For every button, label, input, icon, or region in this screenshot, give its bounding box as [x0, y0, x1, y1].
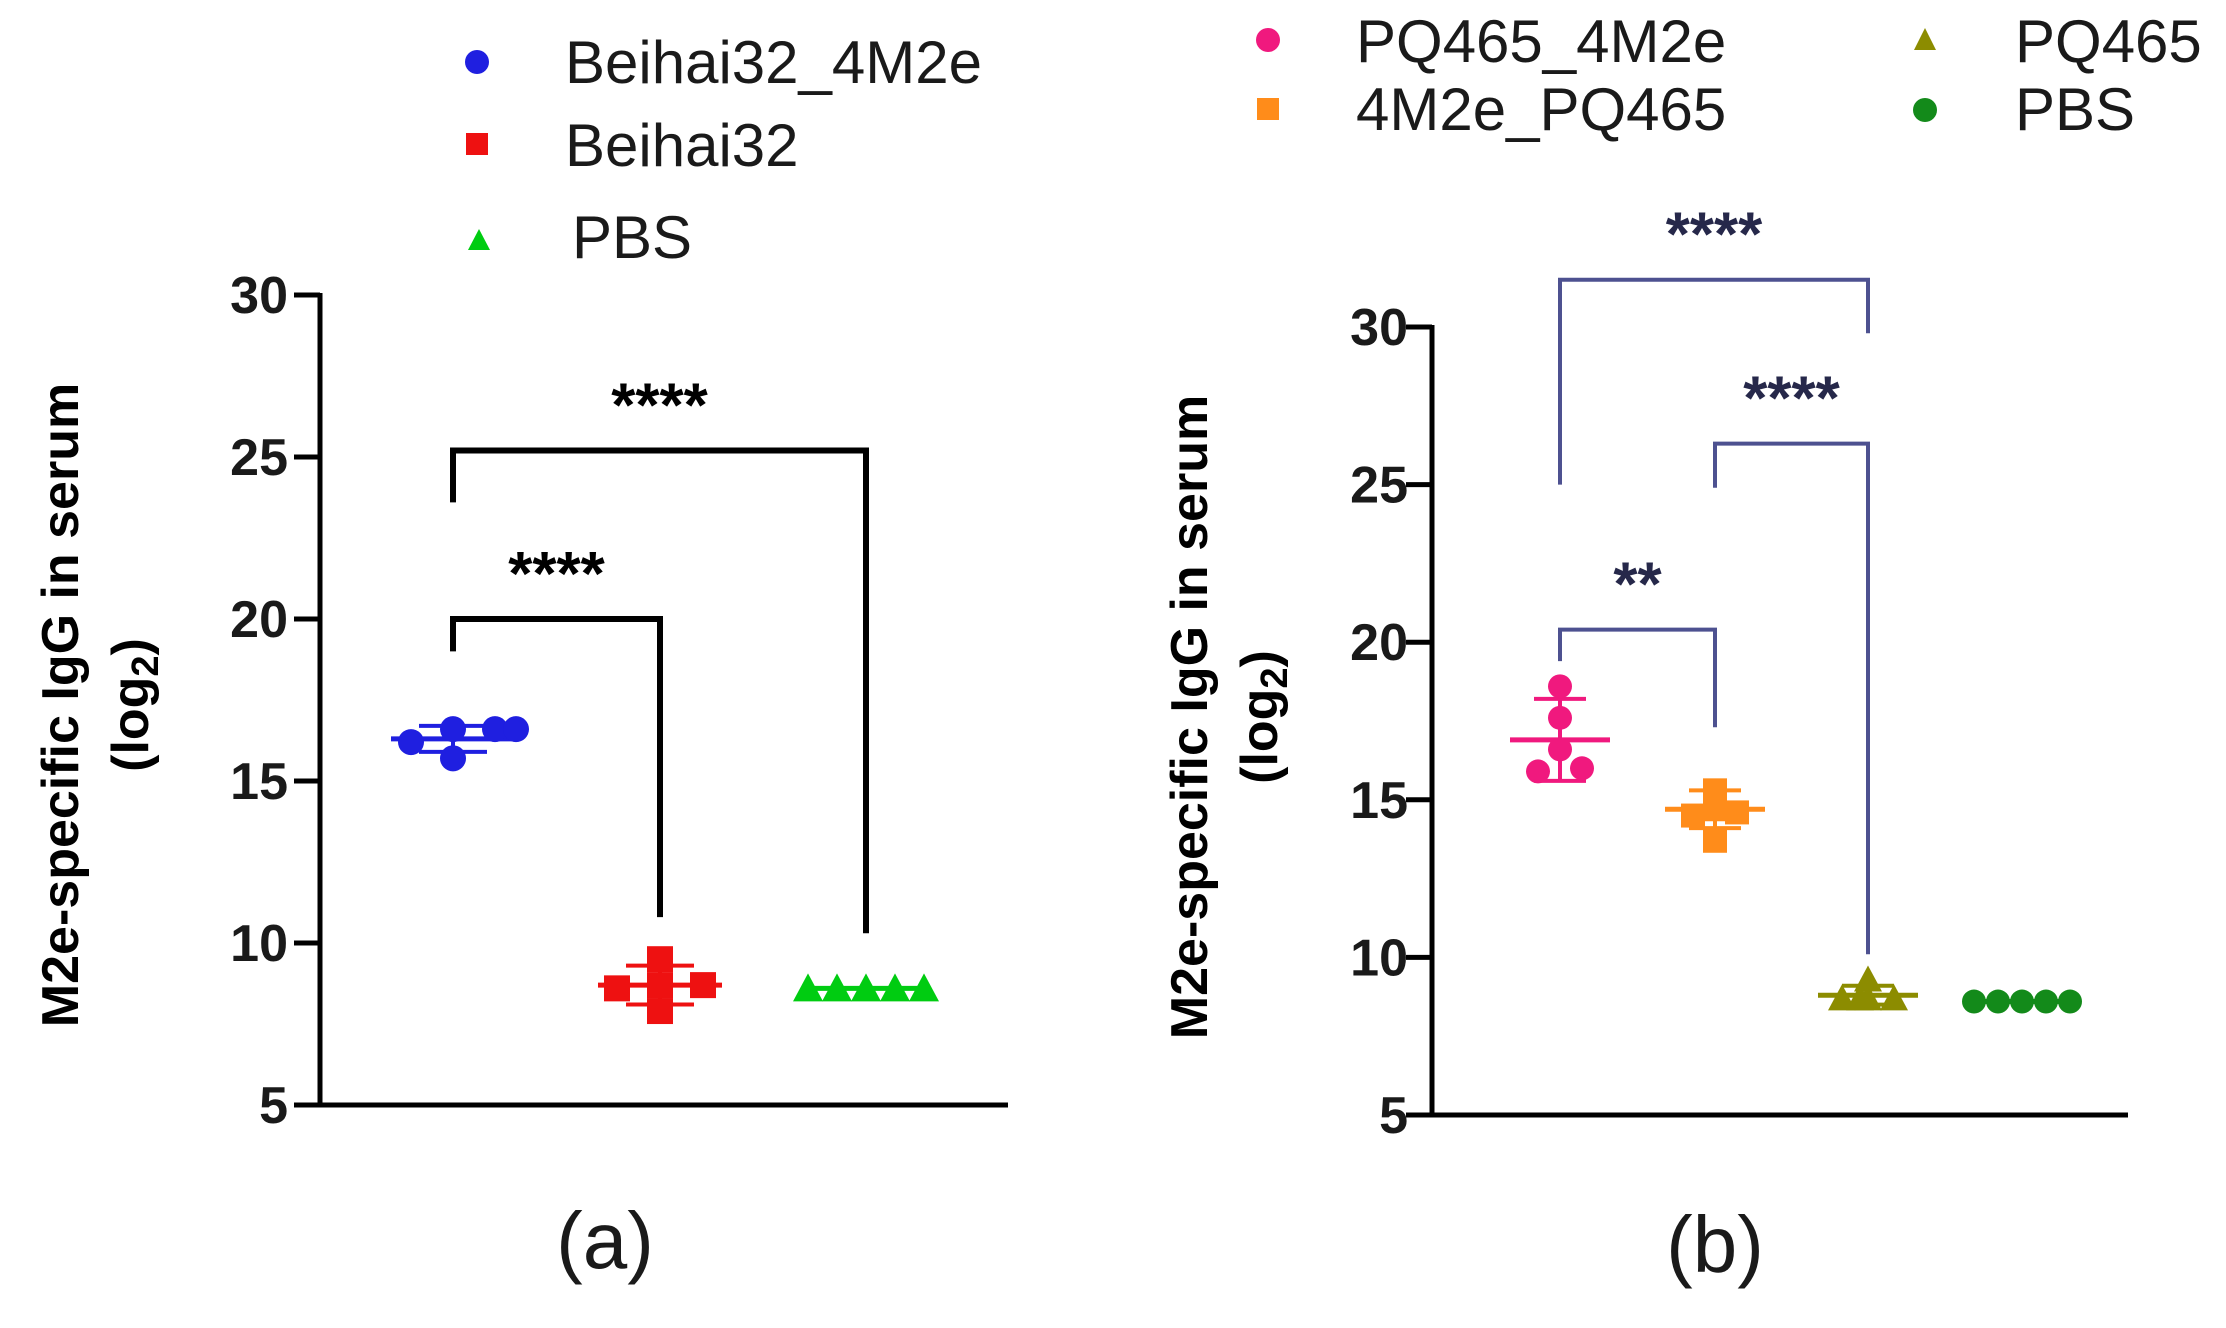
- series-Beihai32_4M2e: [391, 716, 529, 772]
- series-PBS: [1962, 989, 2082, 1014]
- data-point: [822, 973, 852, 1002]
- data-point: [1962, 989, 1986, 1014]
- significance-label-0: **: [1613, 551, 1662, 620]
- data-point: [1846, 984, 1874, 1011]
- data-point: [398, 729, 424, 756]
- legend-marker-beihai32: [466, 133, 488, 155]
- panel-b-label: (b): [1666, 1200, 1764, 1289]
- legend-label-pq465: PQ465: [2015, 8, 2202, 75]
- significance-label-0: ****: [508, 540, 605, 609]
- data-point: [880, 973, 910, 1002]
- data-point: [503, 716, 529, 743]
- panel-a-brackets: **** ****: [450, 372, 869, 934]
- series-Beihai32: [598, 946, 722, 1025]
- significance-bracket-2: [1558, 277, 1870, 485]
- panel-b-ylabel: M2e-specific IgG in serum: [1161, 395, 1219, 1039]
- legend-label-pbs-b: PBS: [2015, 76, 2135, 143]
- data-point: [2010, 989, 2034, 1014]
- panel-b-chart: PQ465_4M2e 4M2e_PQ465 PQ465 PBS M2e-spec…: [1161, 8, 2202, 1289]
- data-point: [1854, 965, 1882, 992]
- data-point: [647, 998, 673, 1025]
- panel-a-points: [391, 716, 939, 1025]
- series-4M2e_PQ465: [1665, 778, 1765, 853]
- panel-a-ylabel: M2e-specific IgG in serum: [32, 383, 90, 1027]
- y-tick-label-15: 15: [230, 753, 288, 811]
- data-point: [690, 972, 716, 999]
- panel-b-ylabel-unit: (log2): [1231, 650, 1296, 784]
- data-point: [909, 973, 939, 1002]
- y-tick-label-15: 15: [1350, 772, 1408, 830]
- y-tick-label-10: 10: [1350, 929, 1408, 987]
- significance-bracket-1: [450, 447, 869, 934]
- data-point: [1548, 705, 1572, 730]
- data-point: [440, 716, 466, 743]
- significance-label-1: ****: [611, 372, 708, 441]
- y-tick-label-30: 30: [230, 267, 288, 325]
- y-tick-label-10: 10: [230, 915, 288, 973]
- data-point: [1880, 984, 1908, 1011]
- significance-bracket-0: [1558, 627, 1717, 728]
- panel-a-axes: 5 10 15 20 25 30: [230, 267, 1008, 1135]
- data-point: [1703, 828, 1727, 853]
- data-point: [647, 972, 673, 999]
- significance-label-1: ****: [1743, 365, 1840, 434]
- legend-marker-pbs-b: [1913, 98, 1937, 122]
- panel-a-legend: Beihai32_4M2e Beihai32 PBS: [465, 29, 982, 271]
- legend-label-pq465-4m2e: PQ465_4M2e: [1356, 8, 1726, 75]
- legend-label-pbs: PBS: [572, 204, 692, 271]
- panel-b-points: [1510, 674, 2082, 1014]
- data-point: [1828, 984, 1856, 1011]
- data-point: [1986, 989, 2010, 1014]
- significance-bracket-1: [1713, 441, 1870, 955]
- legend-marker-4m2e-pq465: [1257, 98, 1279, 120]
- legend-marker-pq465: [1914, 28, 1936, 50]
- y-tick-label-25: 25: [1350, 457, 1408, 515]
- y-tick-label-20: 20: [230, 591, 288, 649]
- y-tick-label-5: 5: [259, 1077, 288, 1135]
- data-point: [1725, 800, 1749, 825]
- legend-label-beihai32: Beihai32: [565, 112, 799, 179]
- series-PBS: [793, 973, 939, 1002]
- panel-a-ylabel-unit: (log2): [102, 638, 167, 772]
- legend-marker-beihai32-4m2e: [465, 50, 489, 74]
- data-point: [604, 975, 630, 1002]
- data-point: [1548, 737, 1572, 762]
- data-point: [482, 716, 508, 743]
- data-point: [1681, 803, 1705, 828]
- data-point: [793, 973, 823, 1002]
- y-tick-label-20: 20: [1350, 614, 1408, 672]
- y-tick-label-25: 25: [230, 429, 288, 487]
- legend-marker-pbs: [468, 229, 490, 250]
- panel-b-axes: 5 10 15 20 25 30: [1350, 299, 2128, 1145]
- series-PQ465_4M2e: [1510, 674, 1610, 784]
- data-point: [440, 745, 466, 772]
- data-point: [1703, 797, 1727, 822]
- significance-label-2: ****: [1666, 201, 1763, 270]
- series-PQ465: [1818, 965, 1918, 1011]
- data-point: [647, 946, 673, 973]
- panel-b-legend: PQ465_4M2e 4M2e_PQ465 PQ465 PBS: [1256, 8, 2202, 143]
- panel-a-label: (a): [556, 1196, 654, 1285]
- data-point: [1526, 759, 1550, 784]
- data-point: [2058, 989, 2082, 1014]
- y-tick-label-5: 5: [1379, 1087, 1408, 1145]
- legend-label-4m2e-pq465: 4M2e_PQ465: [1356, 76, 1726, 143]
- data-point: [851, 973, 881, 1002]
- data-point: [1548, 674, 1572, 699]
- legend-label-beihai32-4m2e: Beihai32_4M2e: [565, 29, 982, 96]
- data-point: [1570, 756, 1594, 781]
- significance-bracket-0: [450, 616, 663, 918]
- y-tick-label-30: 30: [1350, 299, 1408, 357]
- panel-b-brackets: **********: [1558, 201, 1870, 955]
- data-point: [2034, 989, 2058, 1014]
- panel-a-chart: Beihai32_4M2e Beihai32 PBS M2e-specific …: [32, 29, 1008, 1285]
- legend-marker-pq465-4m2e: [1256, 28, 1280, 52]
